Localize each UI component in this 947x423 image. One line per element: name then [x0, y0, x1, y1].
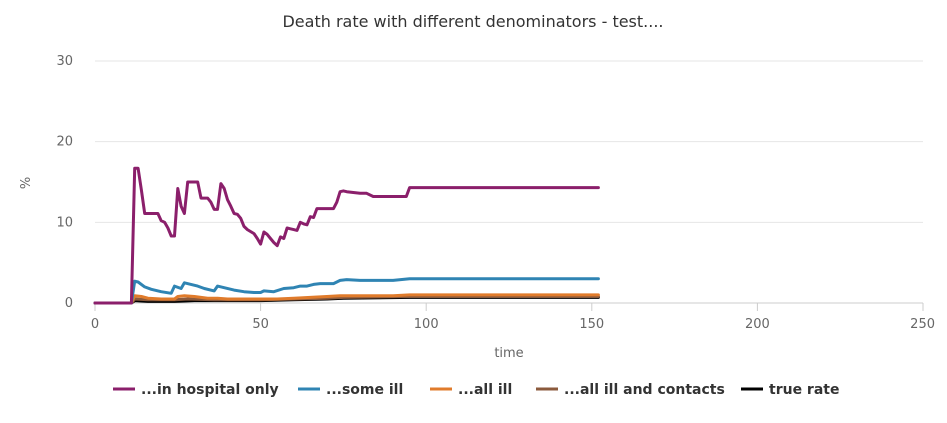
- legend-label: true rate: [769, 382, 839, 398]
- series-lines: [93, 166, 600, 305]
- x-tick-label: 200: [745, 317, 770, 332]
- legend-label: ...all ill: [458, 382, 512, 398]
- y-axis-ticks: 0 10 20 30: [56, 54, 73, 311]
- x-tick-label: 150: [579, 317, 604, 332]
- x-tick-label: 250: [910, 317, 935, 332]
- x-axis-title: time: [494, 346, 523, 361]
- legend-item[interactable]: ...some ill: [298, 382, 403, 398]
- grid-lines: [95, 60, 923, 304]
- y-tick-label: 0: [65, 296, 73, 311]
- legend-item[interactable]: true rate: [741, 382, 839, 398]
- chart-title: Death rate with different denominators -…: [282, 12, 663, 31]
- series-line: [93, 166, 600, 305]
- legend-label: ...some ill: [326, 382, 403, 398]
- x-tick-label: 50: [252, 317, 269, 332]
- series-line: [93, 277, 600, 305]
- legend[interactable]: ...in hospital only ...some ill ...all ill…: [113, 382, 839, 398]
- y-tick-label: 20: [56, 135, 73, 150]
- y-tick-label: 10: [56, 215, 73, 230]
- y-axis-title: %: [19, 177, 34, 189]
- legend-label: ...in hospital only: [141, 382, 279, 398]
- legend-item[interactable]: ...all ill: [430, 382, 512, 398]
- series-line: [93, 293, 600, 305]
- legend-item[interactable]: ...in hospital only: [113, 382, 279, 398]
- y-tick-label: 30: [56, 54, 73, 69]
- x-axis-ticks: 0 50 100 150 200 250: [91, 303, 935, 332]
- x-tick-label: 0: [91, 317, 99, 332]
- legend-item[interactable]: ...all ill and contacts: [536, 382, 725, 398]
- legend-label: ...all ill and contacts: [564, 382, 725, 398]
- x-tick-label: 100: [414, 317, 439, 332]
